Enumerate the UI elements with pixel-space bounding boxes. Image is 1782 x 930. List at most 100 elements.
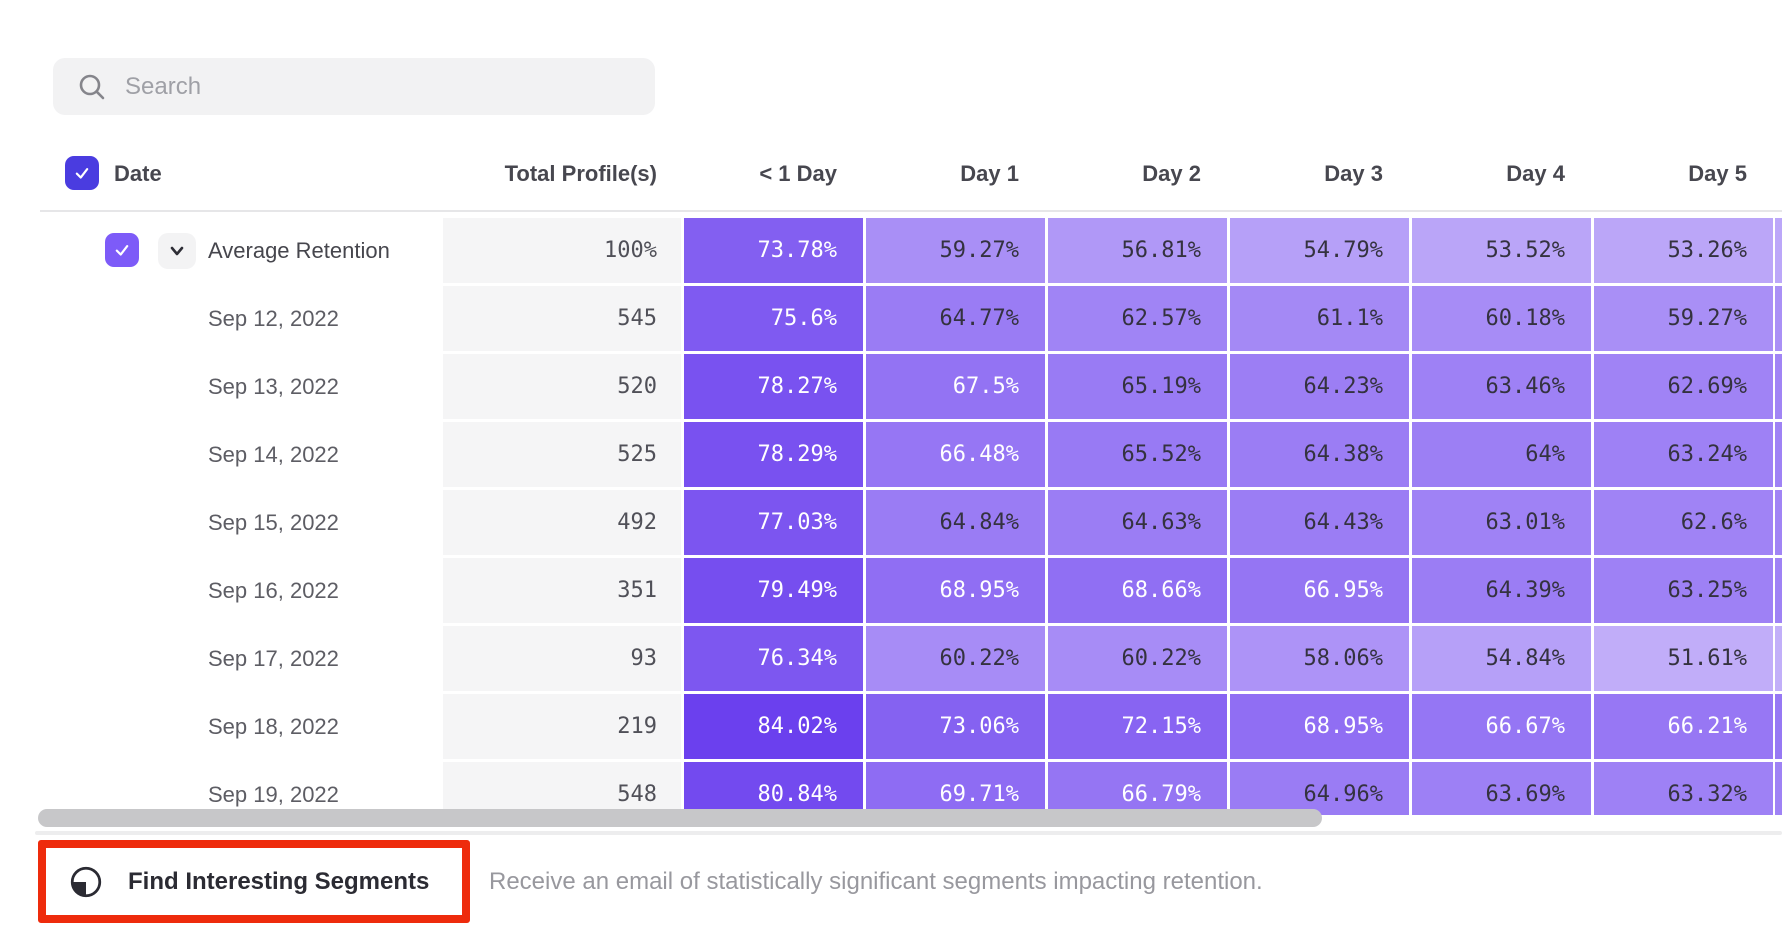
retention-percentage-cell: 73.78% [684,218,863,283]
retention-percentage-cell: 76.34% [684,626,863,691]
table-row: Sep 13, 2022 520 78.27% 67.5% 65.19% 64.23% 63… [0,354,1782,419]
row-date-cell: Sep 17, 2022 [40,626,441,691]
total-profiles-cell: 351 [443,558,681,623]
retention-percentage-cell: 65.19% [1048,354,1227,419]
cohort-date-label: Sep 15, 2022 [208,509,339,535]
retention-percentage-cell: 68.66% [1048,558,1227,623]
day6-partial-cell [1775,422,1782,487]
day6-partial-cell [1775,558,1782,623]
retention-percentage-cell: 65.52% [1048,422,1227,487]
find-interesting-segments-button[interactable]: Find Interesting Segments [38,840,470,923]
row-date-cell: Sep 18, 2022 [40,694,441,759]
total-profiles-column-header: Total Profile(s) [504,161,657,186]
retention-percentage-cell: 51.61% [1594,626,1773,691]
retention-percentage-cell: 64.39% [1412,558,1591,623]
retention-percentage-cell: 54.84% [1412,626,1591,691]
find-interesting-segments-label: Find Interesting Segments [128,867,430,895]
cohort-date-label: Sep 12, 2022 [208,305,339,331]
retention-percentage-cell: 84.02% [684,694,863,759]
retention-percentage-cell: 63.01% [1412,490,1591,555]
select-all-checkbox[interactable] [65,156,99,190]
retention-percentage-cell: 53.52% [1412,218,1591,283]
cohort-date-label: Sep 14, 2022 [208,441,339,467]
retention-percentage-cell: 67.5% [866,354,1045,419]
table-row: Sep 14, 2022 525 78.29% 66.48% 65.52% 64.38% 6… [0,422,1782,487]
average-retention-checkbox[interactable] [105,233,139,267]
expand-collapse-button[interactable] [158,233,196,269]
table-row: Sep 18, 2022 219 84.02% 73.06% 72.15% 68.95% 6… [0,694,1782,759]
retention-percentage-cell: 73.06% [866,694,1045,759]
row-date-cell: Sep 13, 2022 [40,354,441,419]
retention-percentage-cell: 64.23% [1230,354,1409,419]
table-row: Average Retention 100% 73.78% 59.27% 56.81% 5… [0,218,1782,283]
retention-percentage-cell: 64.84% [866,490,1045,555]
total-profiles-cell: 100% [443,218,681,283]
total-profiles-cell: 93 [443,626,681,691]
retention-percentage-cell: 64.96% [1230,762,1409,815]
total-profiles-cell: 525 [443,422,681,487]
retention-percentage-cell: 68.95% [866,558,1045,623]
retention-percentage-cell: 60.22% [1048,626,1227,691]
row-date-cell: Sep 16, 2022 [40,558,441,623]
average-retention-label: Average Retention [208,237,390,263]
day-column-header: < 1 Day [759,161,837,186]
retention-percentage-cell: 63.46% [1412,354,1591,419]
horizontal-scrollbar-thumb[interactable] [38,809,1322,827]
retention-percentage-cell: 68.95% [1230,694,1409,759]
retention-percentage-cell: 63.24% [1594,422,1773,487]
retention-percentage-cell: 60.18% [1412,286,1591,351]
retention-percentage-cell: 60.22% [866,626,1045,691]
retention-percentage-cell: 64.77% [866,286,1045,351]
footer-description: Receive an email of statistically signif… [489,867,1263,895]
search-input[interactable]: Search [53,58,655,115]
row-date-cell: Sep 14, 2022 [40,422,441,487]
retention-percentage-cell: 59.27% [1594,286,1773,351]
retention-percentage-cell: 66.67% [1412,694,1591,759]
retention-percentage-cell: 56.81% [1048,218,1227,283]
retention-percentage-cell: 62.69% [1594,354,1773,419]
retention-percentage-cell: 75.6% [684,286,863,351]
row-date-cell: Sep 19, 2022 [40,762,441,815]
retention-percentage-cell: 61.1% [1230,286,1409,351]
retention-percentage-cell: 64.63% [1048,490,1227,555]
checkmark-icon [115,245,129,256]
retention-percentage-cell: 69.71% [866,762,1045,815]
day-column-header: Day 4 [1506,161,1565,186]
header-divider [40,210,1782,212]
table-row: Sep 19, 2022 548 80.84% 69.71% 66.79% 64.96% 6… [0,762,1782,815]
table-row: Sep 17, 2022 93 76.34% 60.22% 60.22% 58.06% 54… [0,626,1782,691]
retention-percentage-cell: 63.69% [1412,762,1591,815]
day6-partial-cell [1775,286,1782,351]
day-column-header: Day 2 [1142,161,1201,186]
retention-percentage-cell: 66.79% [1048,762,1227,815]
retention-percentage-cell: 77.03% [684,490,863,555]
row-date-cell: Sep 15, 2022 [40,490,441,555]
retention-percentage-cell: 66.48% [866,422,1045,487]
day6-partial-cell [1775,694,1782,759]
cohort-date-label: Sep 13, 2022 [208,373,339,399]
cohort-date-label: Sep 16, 2022 [208,577,339,603]
retention-percentage-cell: 66.95% [1230,558,1409,623]
retention-percentage-cell: 64% [1412,422,1591,487]
retention-percentage-cell: 79.49% [684,558,863,623]
retention-percentage-cell: 63.25% [1594,558,1773,623]
search-placeholder: Search [125,72,202,100]
search-icon [79,74,105,99]
retention-percentage-cell: 80.84% [684,762,863,815]
checkmark-icon [75,168,89,179]
retention-percentage-cell: 63.32% [1594,762,1773,815]
total-profiles-cell: 492 [443,490,681,555]
table-row: Sep 16, 2022 351 79.49% 68.95% 68.66% 66.95% 6… [0,558,1782,623]
retention-table: Average Retention 100% 73.78% 59.27% 56.81% 5… [0,218,1782,815]
chevron-down-icon [170,246,184,256]
day6-partial-cell [1775,626,1782,691]
day6-partial-cell [1775,354,1782,419]
day-column-header: Day 1 [960,161,1019,186]
retention-percentage-cell: 59.27% [866,218,1045,283]
retention-percentage-cell: 78.27% [684,354,863,419]
retention-percentage-cell: 78.29% [684,422,863,487]
total-profiles-cell: 520 [443,354,681,419]
retention-percentage-cell: 72.15% [1048,694,1227,759]
cohort-date-label: Sep 18, 2022 [208,713,339,739]
retention-percentage-cell: 66.21% [1594,694,1773,759]
